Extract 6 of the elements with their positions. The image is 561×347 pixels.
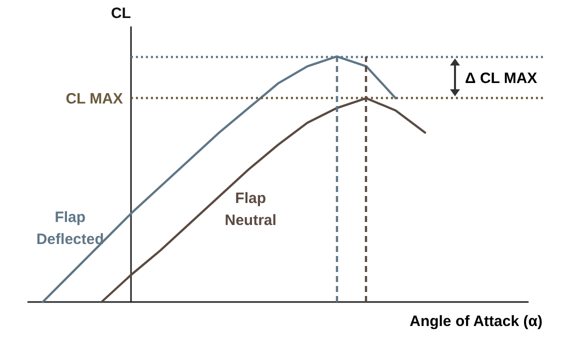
annotation: Δ CL MAX bbox=[465, 70, 538, 87]
x-axis-title: Angle of Attack (α) bbox=[410, 313, 542, 330]
y-axis-title: CL bbox=[110, 5, 131, 22]
ref-line-label: CL MAX bbox=[66, 90, 123, 108]
series-label: Flap Deflected bbox=[36, 209, 104, 248]
series-label: Flap Neutral bbox=[224, 190, 276, 229]
